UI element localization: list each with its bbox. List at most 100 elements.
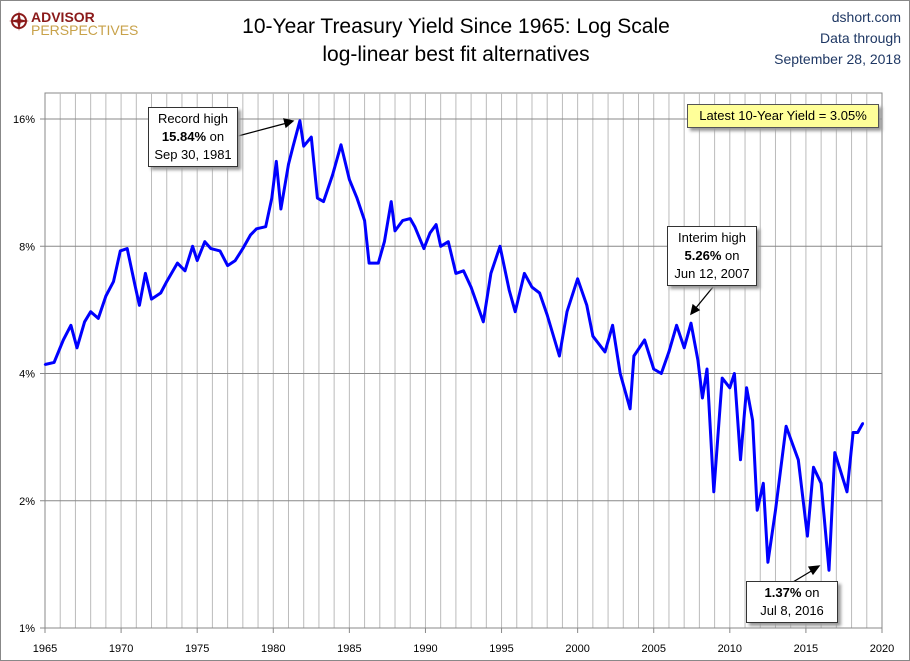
data-point bbox=[591, 335, 595, 338]
data-point bbox=[733, 372, 736, 375]
data-point bbox=[667, 350, 671, 354]
data-point bbox=[784, 425, 788, 428]
callout-value: 5.26% bbox=[684, 248, 722, 263]
data-point bbox=[234, 259, 237, 262]
data-point bbox=[619, 372, 622, 375]
data-point bbox=[52, 361, 56, 364]
data-point bbox=[119, 249, 122, 253]
y-tick-label: 1% bbox=[19, 623, 35, 635]
data-point bbox=[287, 163, 290, 166]
y-tick-label: 8% bbox=[19, 241, 35, 253]
data-point bbox=[523, 272, 526, 275]
data-point bbox=[97, 317, 100, 320]
callout-text: Interim high bbox=[678, 230, 746, 245]
data-point bbox=[363, 219, 366, 222]
data-point bbox=[514, 310, 517, 313]
data-point bbox=[447, 240, 450, 243]
data-point bbox=[270, 196, 273, 200]
data-point bbox=[390, 200, 393, 203]
data-point bbox=[632, 354, 636, 358]
interim-arrowhead bbox=[690, 303, 701, 316]
data-point bbox=[851, 431, 855, 434]
data-point bbox=[144, 272, 147, 275]
data-point bbox=[348, 178, 351, 181]
callout-text: Record high bbox=[157, 111, 229, 126]
data-point bbox=[249, 233, 252, 237]
data-point bbox=[183, 269, 187, 272]
interim-high-callout: Interim high 5.26% on Jun 12, 2007 bbox=[667, 226, 757, 286]
data-point bbox=[409, 217, 412, 220]
data-point bbox=[507, 288, 511, 292]
data-point bbox=[721, 376, 724, 380]
plot-background bbox=[44, 92, 883, 629]
data-point bbox=[856, 431, 859, 434]
data-point bbox=[138, 304, 141, 307]
data-point bbox=[316, 196, 319, 200]
data-point bbox=[454, 272, 458, 275]
x-tick-label: 2020 bbox=[870, 643, 894, 655]
data-point bbox=[766, 561, 770, 564]
data-point bbox=[428, 231, 432, 235]
y-tick-label: 4% bbox=[19, 369, 35, 381]
data-point bbox=[751, 419, 754, 422]
data-point bbox=[546, 313, 549, 317]
data-point bbox=[401, 219, 404, 222]
data-point bbox=[159, 291, 162, 295]
data-point bbox=[806, 534, 809, 538]
callout-date: Sep 30, 1981 bbox=[154, 147, 232, 162]
data-point bbox=[701, 396, 704, 400]
x-tick-label: 2000 bbox=[565, 643, 589, 655]
data-point bbox=[322, 200, 325, 203]
data-point bbox=[482, 320, 485, 324]
data-point bbox=[603, 350, 607, 354]
data-point bbox=[530, 286, 534, 289]
x-tick-label: 1985 bbox=[337, 643, 361, 655]
data-point bbox=[209, 247, 213, 250]
x-tick-label: 1970 bbox=[109, 643, 133, 655]
data-point bbox=[422, 247, 426, 250]
data-point bbox=[827, 569, 831, 572]
data-point bbox=[264, 225, 267, 228]
data-point bbox=[191, 245, 194, 248]
source-date: September 28, 2018 bbox=[774, 51, 901, 67]
data-point bbox=[104, 294, 108, 298]
data-point bbox=[845, 490, 849, 493]
data-point bbox=[705, 367, 709, 371]
y-tick-label: 16% bbox=[13, 114, 35, 126]
data-point bbox=[291, 144, 295, 148]
data-point bbox=[789, 437, 792, 441]
data-point bbox=[83, 320, 86, 324]
data-point bbox=[762, 482, 765, 485]
data-point bbox=[498, 245, 502, 248]
callout-value: 1.37% bbox=[764, 585, 802, 600]
x-tick-label: 2010 bbox=[718, 643, 742, 655]
advisor-perspectives-logo: ADVISOR PERSPECTIVES bbox=[9, 9, 138, 38]
data-point bbox=[469, 286, 473, 289]
record-arrow bbox=[237, 122, 288, 137]
data-point bbox=[393, 229, 397, 233]
data-point bbox=[838, 466, 841, 469]
x-tick-label: 1980 bbox=[261, 643, 285, 655]
data-point bbox=[696, 359, 700, 362]
data-point bbox=[43, 363, 47, 366]
data-point bbox=[195, 259, 199, 262]
chart-subtitle: log-linear best fit alternatives bbox=[322, 43, 590, 66]
data-point bbox=[218, 249, 222, 253]
data-point bbox=[62, 338, 65, 342]
callout-text: on bbox=[206, 129, 225, 144]
x-tick-label: 1995 bbox=[489, 643, 513, 655]
x-tick-label: 1990 bbox=[413, 643, 437, 655]
latest-yield-box: Latest 10-Year Yield = 3.05% bbox=[687, 104, 879, 128]
data-point bbox=[69, 324, 73, 327]
data-point bbox=[302, 144, 305, 148]
record-arrowhead bbox=[283, 118, 295, 129]
data-point bbox=[434, 223, 438, 226]
data-point bbox=[660, 372, 663, 375]
data-point bbox=[298, 119, 302, 123]
data-point bbox=[489, 272, 493, 275]
data-point bbox=[203, 240, 206, 243]
source-info: dshort.com Data through September 28, 20… bbox=[774, 7, 901, 70]
y-tick-label: 2% bbox=[19, 496, 35, 508]
